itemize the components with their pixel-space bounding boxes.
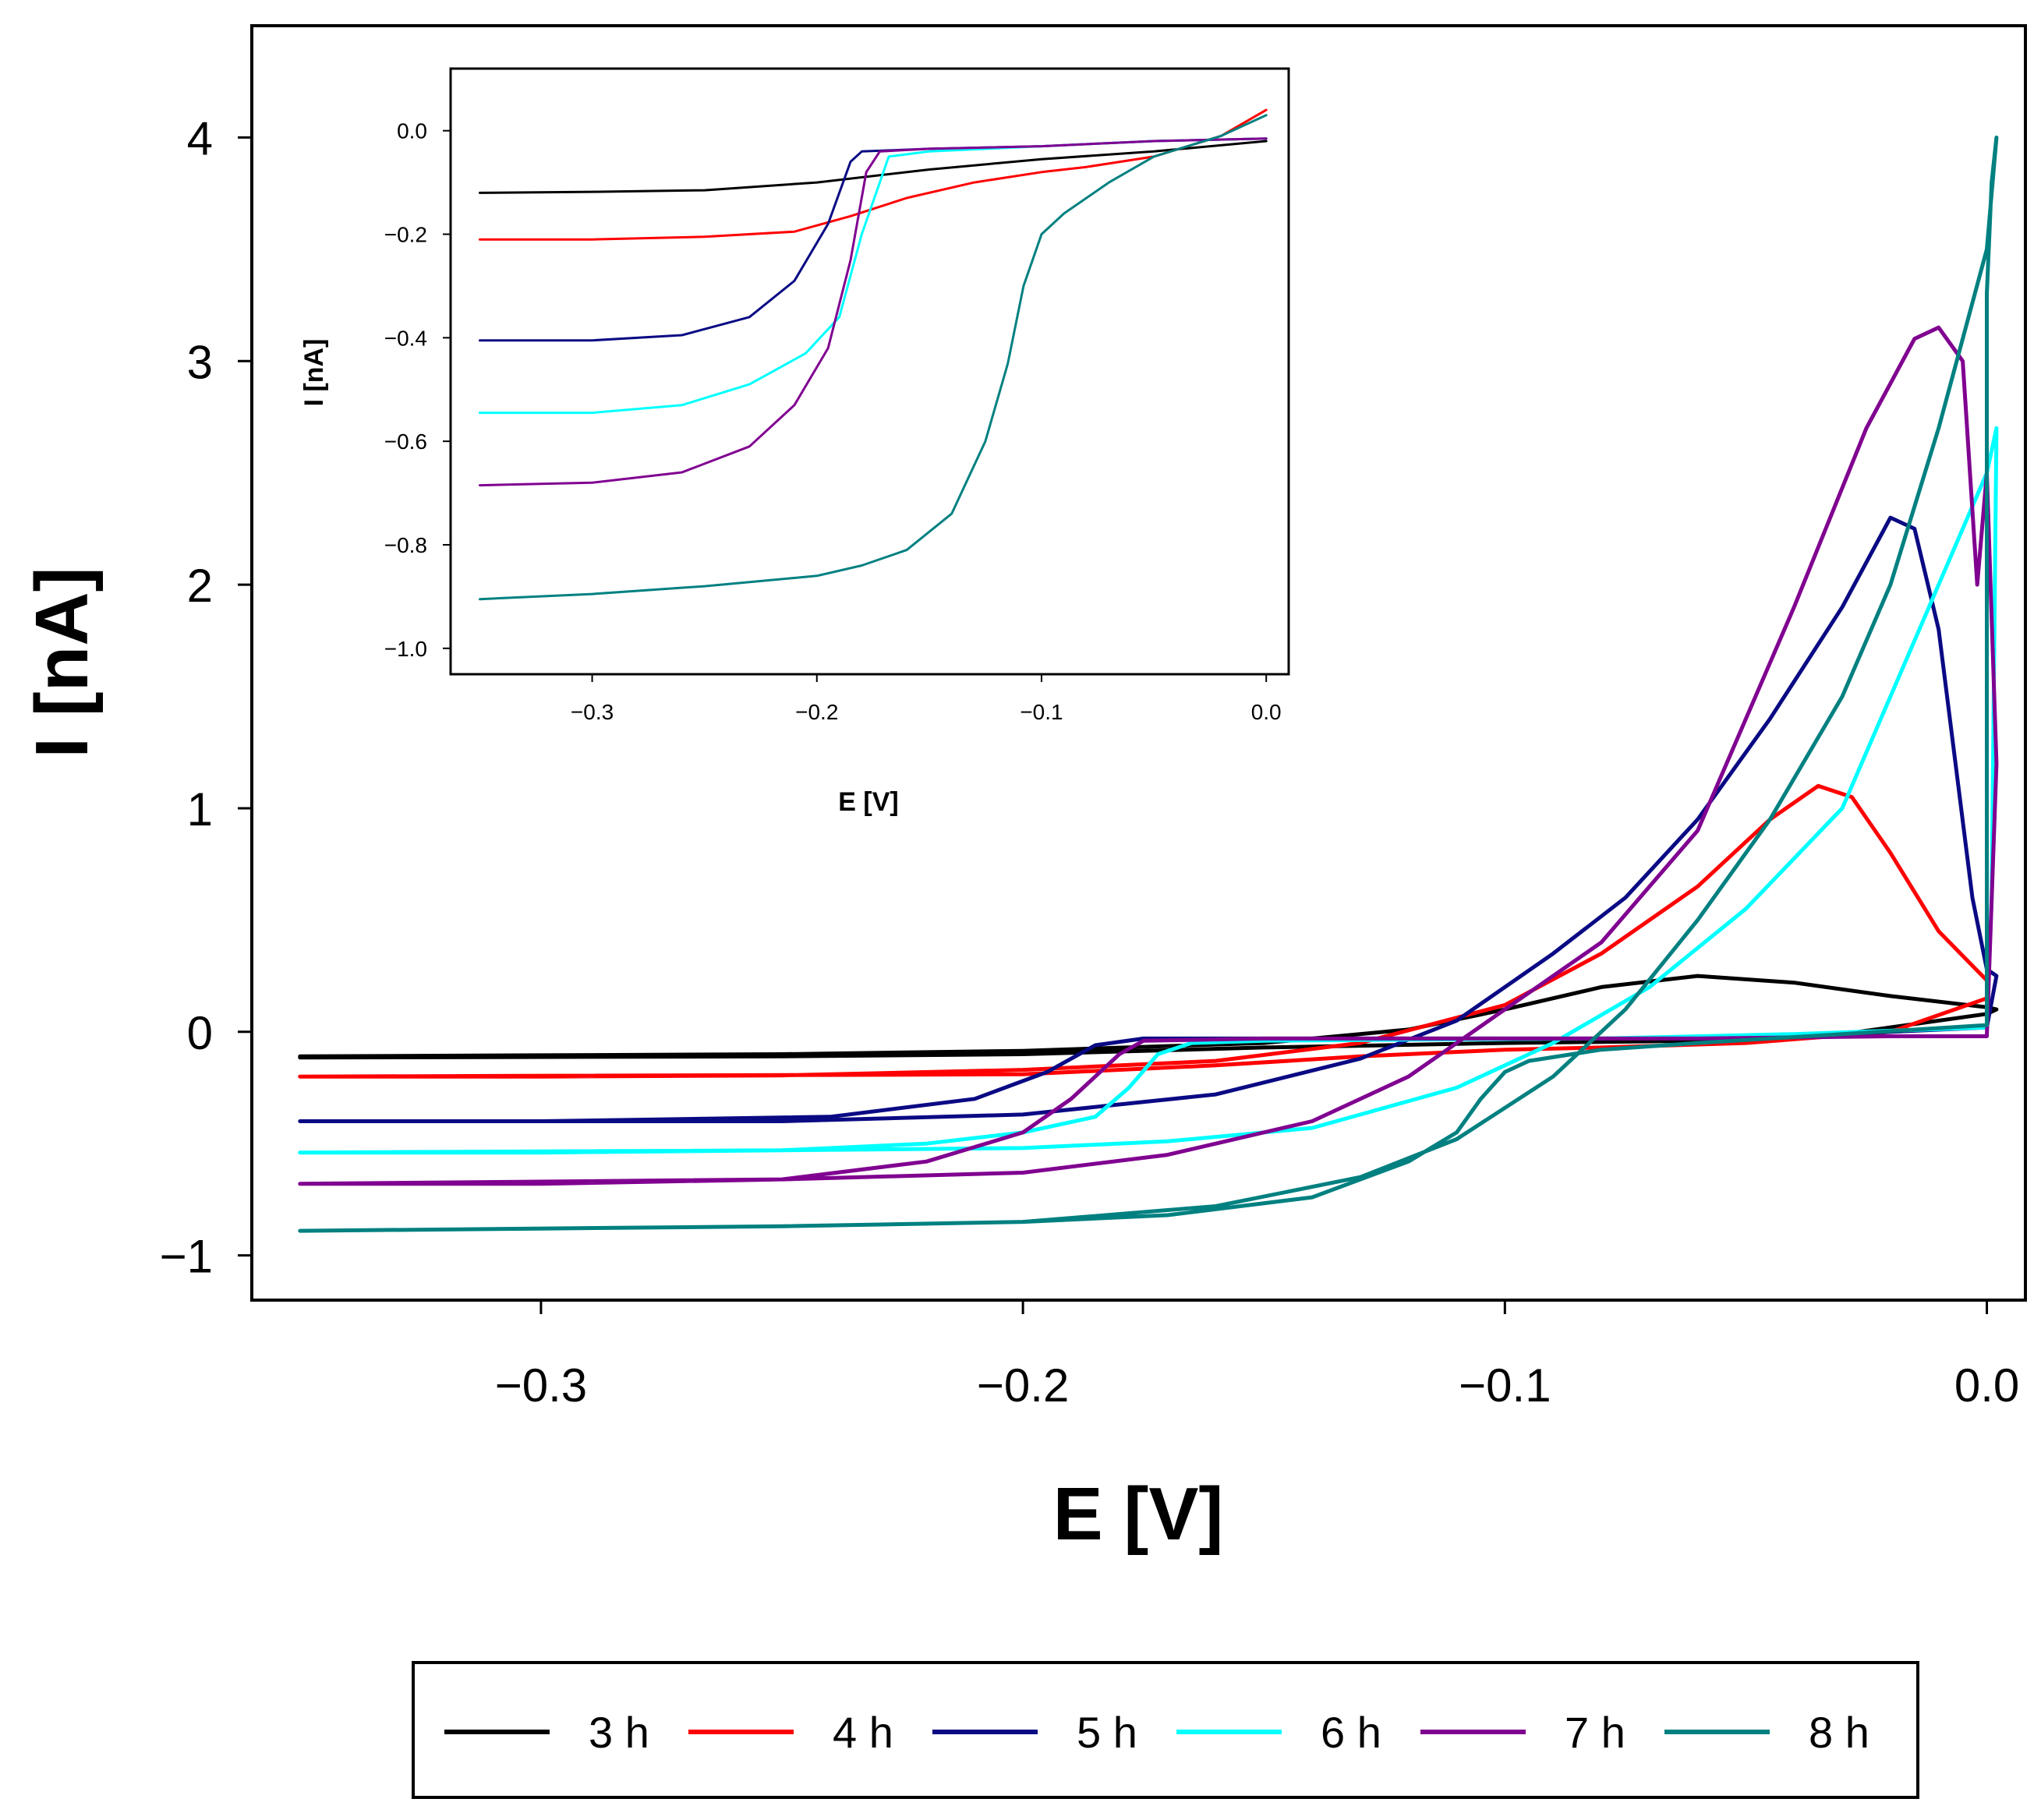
inset-plot-frame [449, 67, 1290, 676]
main-y-axis-title: I [nA] [20, 567, 104, 758]
inset-y-tick-label: −0.2 [384, 223, 427, 247]
inset-y-tick-label: −0.4 [384, 326, 427, 350]
main-plot-frame [250, 24, 2027, 1302]
main-x-axis-title: E [V] [1053, 1472, 1224, 1556]
inset-background [451, 69, 1289, 674]
inset-y-tick-label: −0.8 [384, 533, 427, 557]
main-y-tick-label: 0 [187, 1007, 213, 1059]
main-series-line-4h [298, 783, 1989, 1079]
main-x-tick-label: −0.3 [495, 1359, 587, 1412]
main-y-tick-label: 3 [187, 336, 213, 388]
main-series-line-3h [298, 974, 1999, 1060]
inset-y-tick-label: 0.0 [397, 119, 427, 143]
inset-series-line-3h [479, 140, 1268, 194]
legend-label-4h: 4 h [833, 1708, 893, 1757]
inset-y-tick-label: −0.6 [384, 429, 427, 454]
inset-y-tick-label: −1.0 [384, 637, 427, 661]
inset-ticks: −0.3 −0.2 −0.1 0.0 −1.0 −0.8 −0.6 −0.4 −0.2 0.0 [384, 119, 1282, 724]
inset-y-axis-title: I [nA] [299, 339, 329, 407]
main-series-group [298, 135, 1999, 1233]
legend-label-5h: 5 h [1077, 1708, 1137, 1757]
inset-x-tick-label: 0.0 [1251, 700, 1282, 724]
main-x-tick-label: 0.0 [1954, 1359, 2019, 1412]
legend-label-6h: 6 h [1321, 1708, 1381, 1757]
main-y-tick-label: 1 [187, 783, 213, 836]
inset-series-line-8h [479, 114, 1268, 601]
inset-series-line-7h [479, 137, 1268, 487]
legend-label-8h: 8 h [1809, 1708, 1869, 1757]
main-y-tick-label: −1 [160, 1231, 213, 1283]
main-x-tick-label: −0.1 [1459, 1359, 1551, 1412]
main-y-tick-label: 2 [187, 560, 213, 612]
main-ticks: −0.3 −0.2 −0.1 0.0 −1 0 1 2 3 4 [160, 112, 2020, 1412]
legend-items: 3 h 4 h 5 h 6 h 7 h 8 h [444, 1708, 1869, 1757]
inset-series-group [479, 108, 1268, 601]
main-series-line-8h [298, 135, 1999, 1233]
main-y-tick-label: 4 [187, 112, 213, 164]
main-x-tick-label: −0.2 [977, 1359, 1069, 1412]
legend-label-7h: 7 h [1565, 1708, 1625, 1757]
main-series-line-7h [298, 325, 1999, 1186]
main-series-line-5h [298, 515, 1999, 1123]
inset-x-tick-label: −0.1 [1020, 700, 1063, 724]
inset-x-tick-label: −0.3 [571, 700, 614, 724]
legend-label-3h: 3 h [589, 1708, 649, 1757]
inset-x-axis-title: E [V] [838, 787, 898, 817]
inset-x-tick-label: −0.2 [795, 700, 838, 724]
